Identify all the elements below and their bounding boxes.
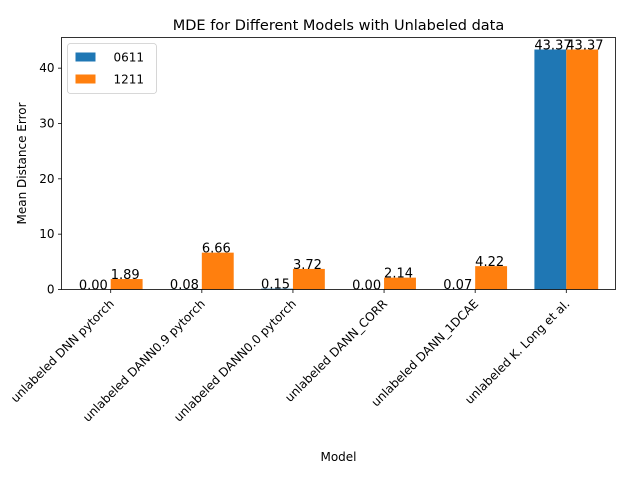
x-tick-label: unlabeled DNN pytorch <box>8 297 117 406</box>
bars-layer <box>111 50 598 290</box>
chart-title: MDE for Different Models with Unlabeled … <box>173 18 504 34</box>
bar-1211-2 <box>202 253 234 290</box>
y-axis-title: Mean Distance Error <box>15 102 29 224</box>
x-tick-label: unlabeled DANN_1DCAE <box>369 297 482 410</box>
bar-0611-6 <box>534 50 566 290</box>
bar-1211-6 <box>566 50 598 290</box>
y-axis: 0 10 20 30 40 <box>39 61 61 296</box>
x-tick-label: unlabeled K. Long et al. <box>462 297 572 407</box>
data-label-1211-6: 43.37 <box>566 39 603 54</box>
data-label-0611-2: 0.08 <box>170 278 199 293</box>
y-tick-label: 10 <box>39 227 54 241</box>
data-label-0611-1: 0.00 <box>79 279 108 294</box>
data-label-1211-3: 3.72 <box>293 258 322 273</box>
data-label-1211-1: 1.89 <box>111 268 140 283</box>
data-labels-layer: 0.00 0.08 0.15 0.00 0.07 43.37 1.89 6.66 3.72 2.1… <box>79 39 604 294</box>
data-label-1211-5: 4.22 <box>475 255 504 270</box>
y-tick-label: 0 <box>47 283 55 297</box>
data-label-1211-2: 6.66 <box>202 242 231 257</box>
x-axis-title: Model <box>320 450 356 464</box>
legend-label-0611: 0611 <box>114 51 145 65</box>
y-tick-label: 40 <box>39 61 54 75</box>
data-label-1211-4: 2.14 <box>384 267 413 282</box>
y-tick-label: 20 <box>39 172 54 186</box>
legend-swatch-1211 <box>76 75 96 84</box>
legend-swatch-0611 <box>76 53 96 62</box>
data-label-0611-4: 0.00 <box>352 279 381 294</box>
legend-label-1211: 1211 <box>114 73 145 87</box>
legend: 0611 1211 <box>68 44 157 94</box>
data-label-0611-5: 0.07 <box>443 278 472 293</box>
data-label-0611-3: 0.15 <box>261 278 290 293</box>
y-tick-label: 30 <box>39 116 54 130</box>
x-tick-label: unlabeled DANN_CORR <box>282 297 390 405</box>
